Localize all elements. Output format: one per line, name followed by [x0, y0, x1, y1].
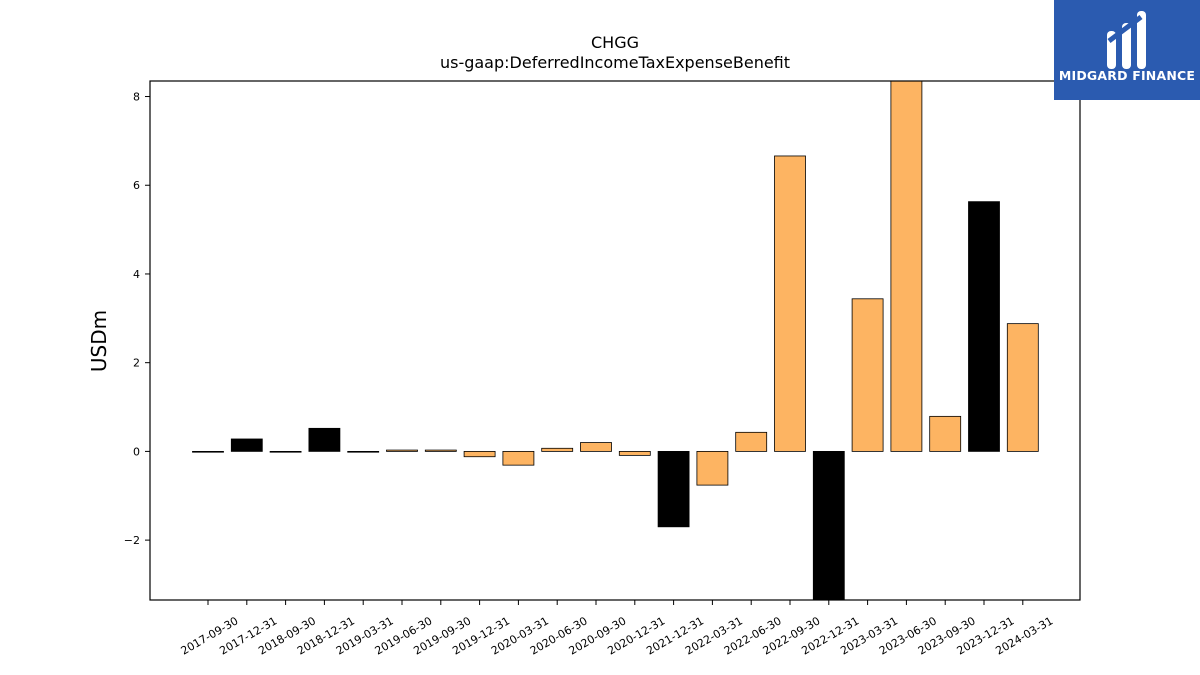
y-tick-label: 6: [133, 179, 140, 192]
bar-2017-09-30: [192, 450, 224, 453]
plot-frame: [149, 80, 1081, 601]
y-tick-label: −2: [124, 534, 140, 547]
bar-2018-12-31: [308, 427, 341, 452]
bar-2021-12-31: [657, 450, 690, 528]
y-tick-label: 2: [133, 357, 140, 370]
bar-2019-12-31: [463, 450, 496, 458]
y-axis-ticks: −2 0 2 4 6 8: [124, 91, 150, 547]
bar-2017-12-31: [230, 438, 263, 452]
bar-2019-06-30: [386, 449, 418, 452]
bar-2022-06-30: [735, 431, 768, 452]
chart-subtitle: us-gaap:DeferredIncomeTaxExpenseBenefit: [440, 53, 790, 72]
bar-2020-09-30: [580, 442, 612, 452]
bar-2020-12-31: [618, 450, 651, 456]
chart-title: CHGG: [591, 33, 639, 52]
bar-2023-12-31: [968, 201, 1000, 452]
y-tick-label: 0: [133, 445, 140, 458]
bar-2023-06-30: [890, 80, 923, 452]
bar-2023-09-30: [929, 415, 962, 452]
midgard-logo-icon: [1107, 11, 1146, 69]
bar-2023-03-31: [851, 298, 884, 452]
bar-2022-09-30: [774, 155, 806, 452]
y-tick-label: 4: [133, 268, 140, 281]
y-axis-label: USDm: [87, 310, 111, 372]
bar-2022-03-31: [696, 450, 729, 486]
bar-2024-03-31: [1006, 323, 1039, 452]
midgard-finance-logo: MIDGARD FINANCE: [1054, 0, 1200, 100]
x-axis-ticks: 2017-09-302017-12-312018-09-302018-12-31…: [179, 600, 1055, 658]
bar-2020-06-30: [541, 447, 574, 452]
logo-text: MIDGARD FINANCE: [1058, 68, 1196, 83]
bar-2019-03-31: [347, 450, 380, 453]
y-tick-label: 8: [133, 91, 140, 104]
bar-2018-09-30: [269, 450, 302, 453]
bar-2022-12-31: [812, 450, 845, 601]
bar-2020-03-31: [502, 450, 535, 466]
bar-2019-09-30: [424, 449, 457, 452]
bars-group: [192, 80, 1039, 601]
